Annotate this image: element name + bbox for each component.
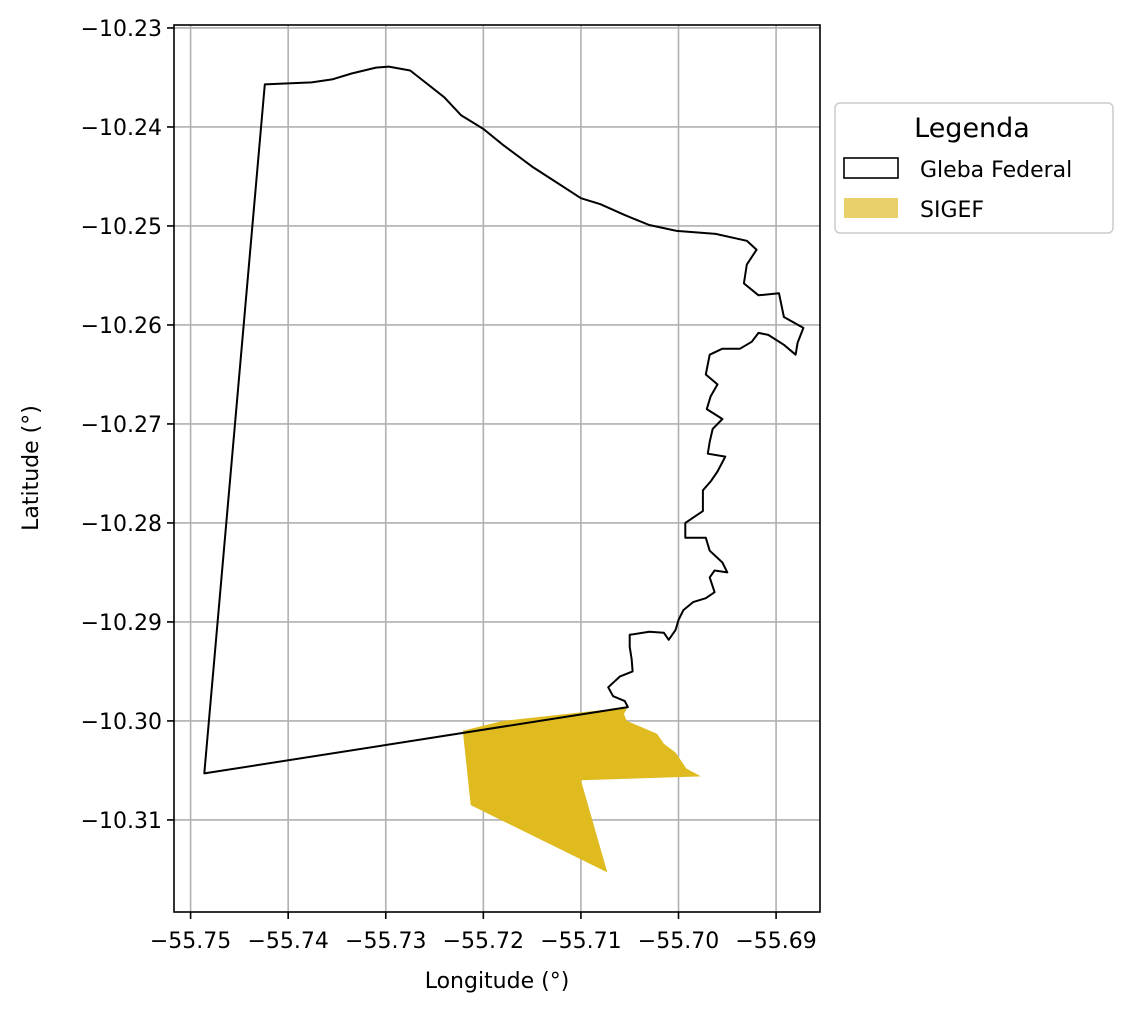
polygon-gleba-federal [203,65,805,775]
y-tick-label: −10.24 [81,116,162,141]
y-tick-label: −10.29 [81,611,162,636]
map-layers [203,65,805,873]
x-tick-label: −55.73 [345,929,426,954]
gridlines [174,25,820,912]
polygon-sigef [462,707,701,873]
y-tick-label: −10.25 [81,215,162,240]
x-axis-label: Longitude (°) [425,969,570,994]
legend-label-sigef: SIGEF [920,198,984,223]
x-tick-label: −55.74 [247,929,328,954]
x-tick-label: −55.70 [638,929,719,954]
y-tick-label: −10.30 [81,710,162,735]
x-tick-label: −55.69 [735,929,816,954]
y-axis-ticks: −10.23 −10.24 −10.25 −10.26 −10.27 −10.28 −10.… [81,17,174,834]
legend-box [834,102,1114,234]
y-tick-label: −10.31 [81,809,162,834]
y-tick-label: −10.23 [81,17,162,42]
x-tick-label: −55.72 [443,929,524,954]
legend-title: Legenda [914,113,1030,144]
y-tick-label: −10.28 [81,512,162,537]
axes-frame [173,24,821,913]
legend: Legenda Gleba Federal SIGEF [834,102,1114,234]
x-axis-ticks: −55.75 −55.74 −55.73 −55.72 −55.71 −55.70 −55.… [150,912,817,954]
y-tick-label: −10.26 [81,314,162,339]
legend-swatch-gleba-federal [843,157,899,179]
x-tick-label: −55.75 [150,929,231,954]
y-tick-label: −10.27 [81,413,162,438]
y-axis-label: Latitude (°) [19,405,44,531]
x-tick-label: −55.71 [540,929,621,954]
legend-swatch-sigef [844,198,898,218]
legend-label-gleba-federal: Gleba Federal [920,158,1072,183]
